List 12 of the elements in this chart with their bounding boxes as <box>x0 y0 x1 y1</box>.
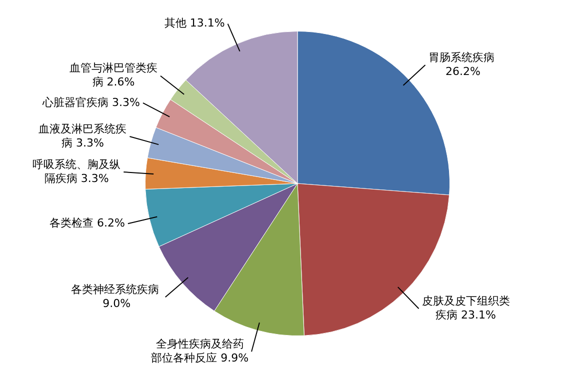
slice-label: 各类检查 6.2% <box>49 216 125 230</box>
data-label: 26.2% <box>446 64 480 78</box>
slice-label: 呼吸系统、胸及纵隔疾病 3.3% <box>32 158 121 185</box>
slice-label: 全身性疾病及给药部位各种反应 9.9% <box>151 337 249 364</box>
slice-label: 其他 13.1% <box>164 16 225 30</box>
slice-label: 血管与淋巴管类疾病 2.6% <box>69 62 158 89</box>
slice-label: 血液及淋巴系统疾病 3.3% <box>38 122 127 150</box>
slice-label: 皮肤及皮下组织类疾病 23.1% <box>422 294 510 322</box>
slice-label: 心脏器官疾病 3.3% <box>42 96 140 109</box>
slice-label: 各类神经系统疾病 <box>70 282 162 296</box>
slice-label: 胃肠系统疾病 <box>428 50 498 64</box>
data-label: 9.0% <box>102 296 131 310</box>
